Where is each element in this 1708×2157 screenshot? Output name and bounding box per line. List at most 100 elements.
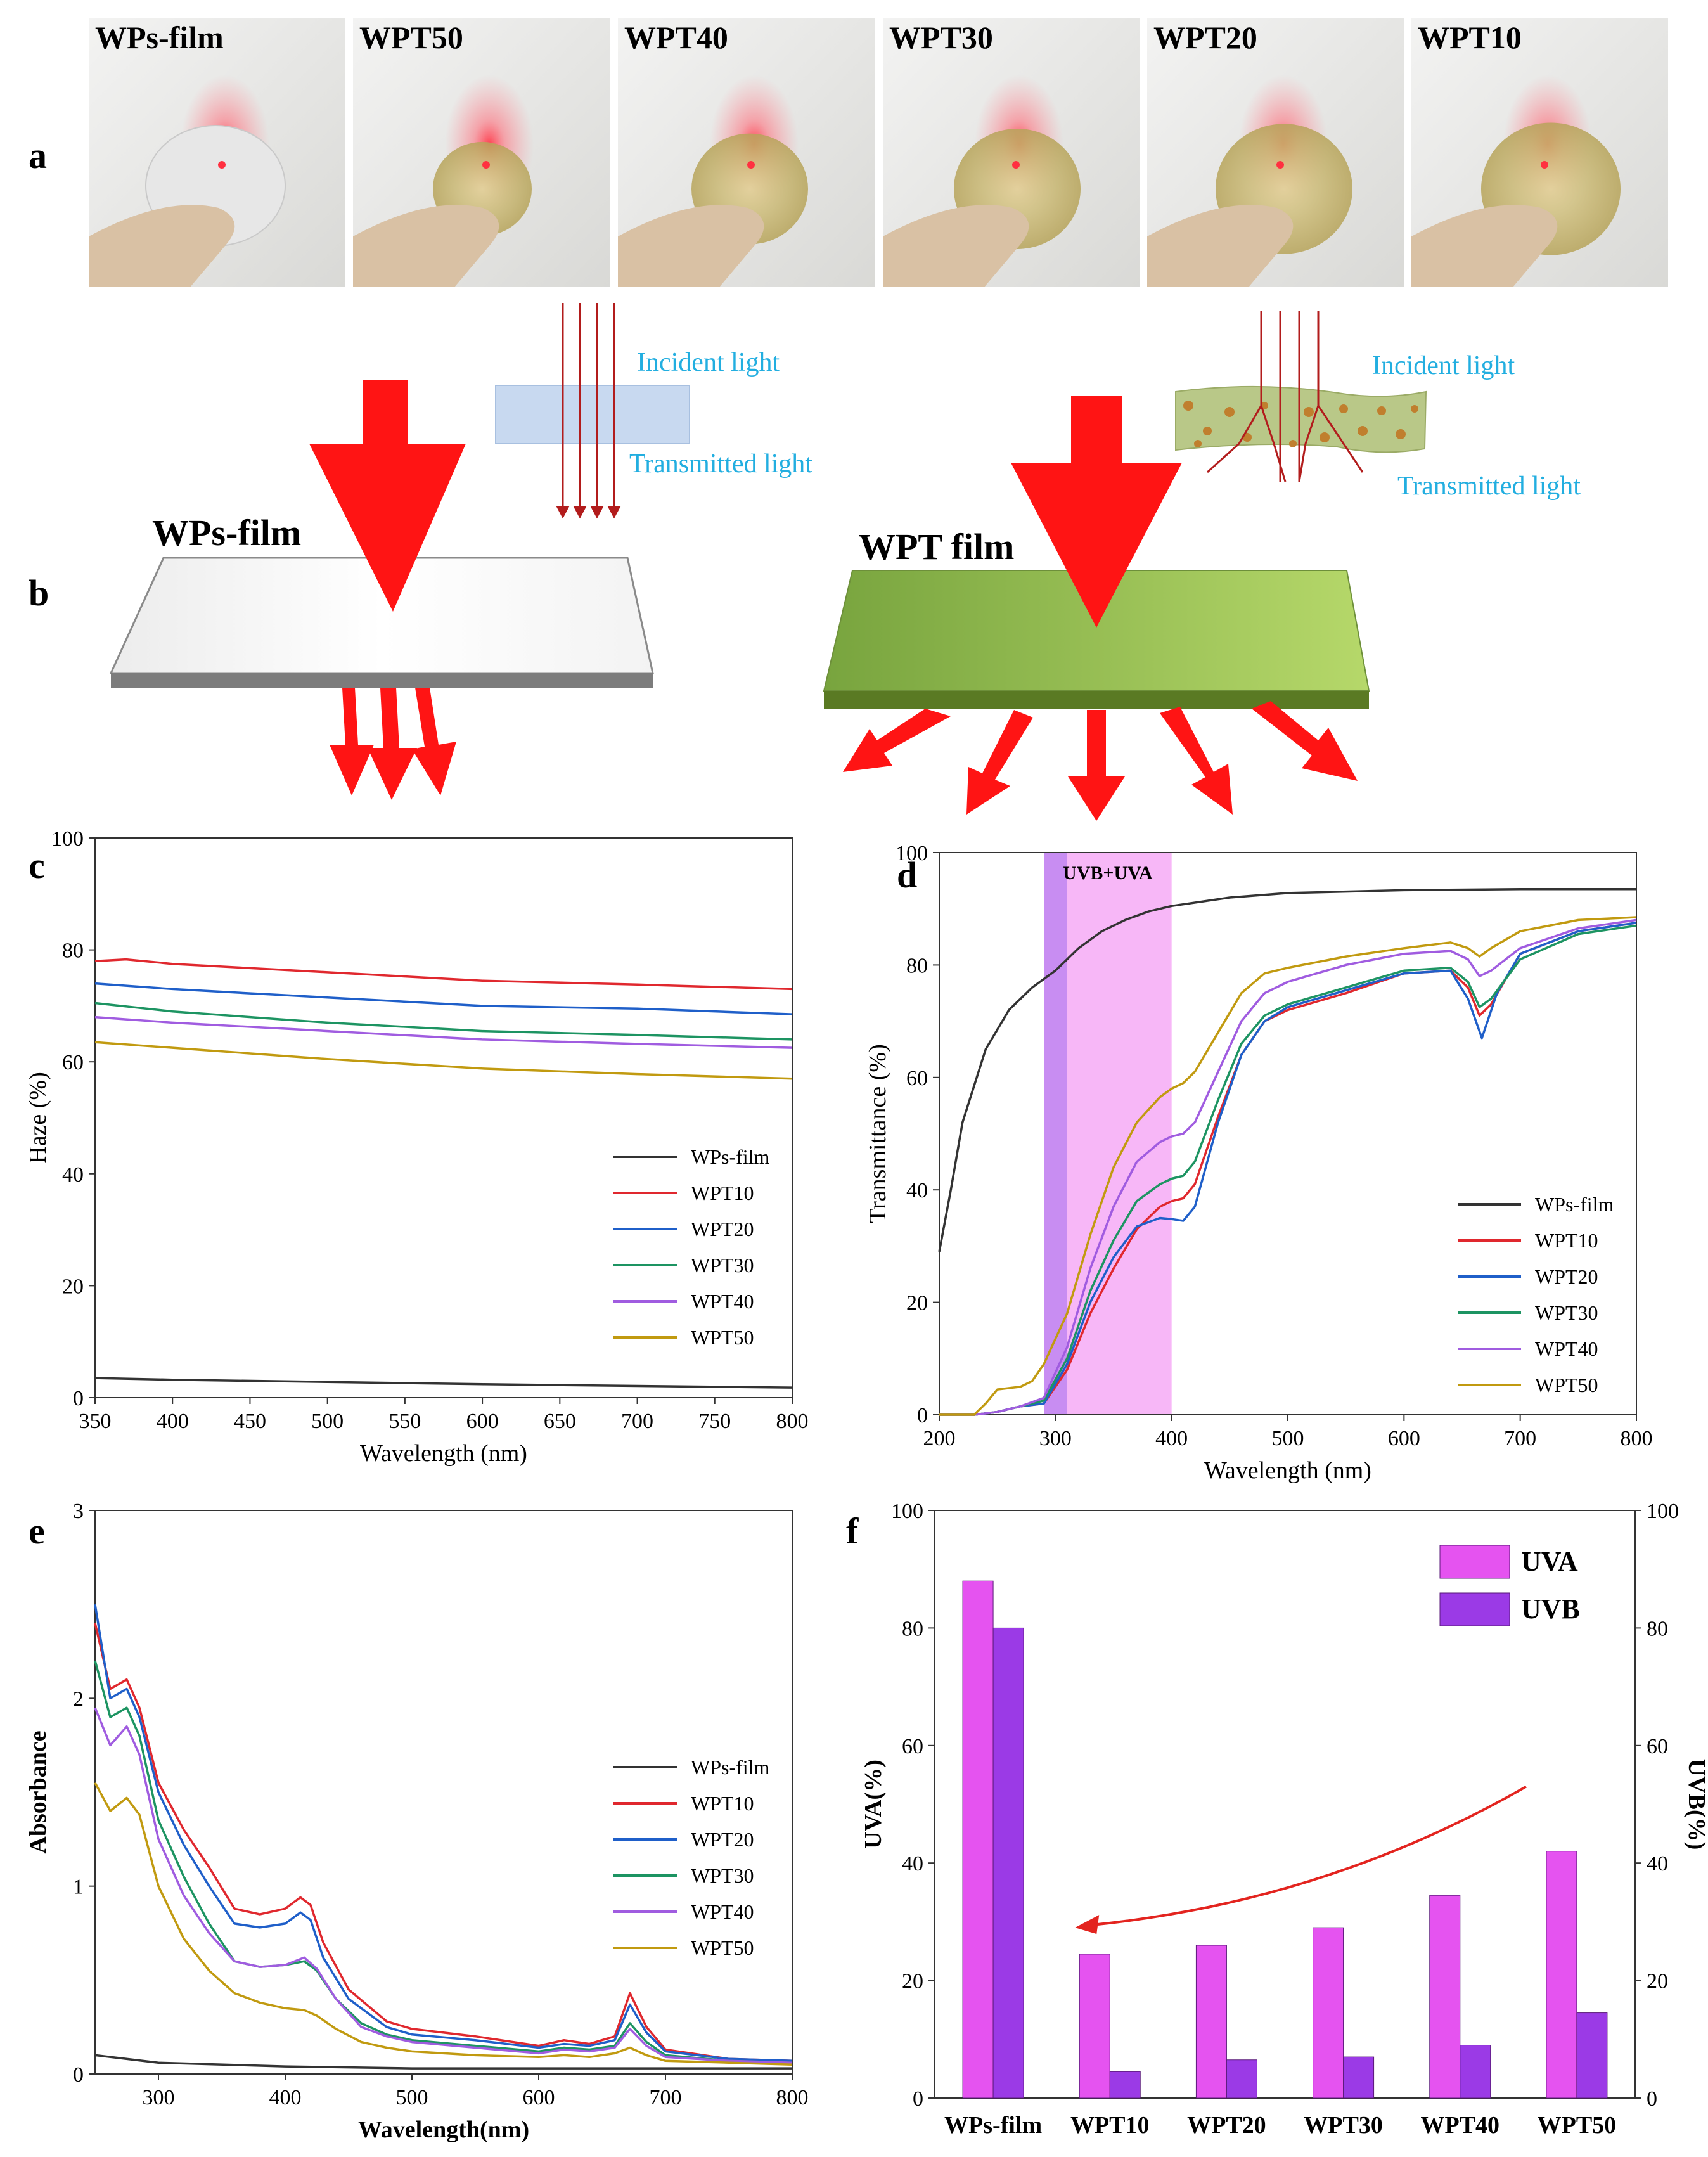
y-tick-label: 100 bbox=[51, 827, 84, 851]
legend-label: UVB bbox=[1521, 1594, 1580, 1625]
gloved-hand bbox=[618, 205, 764, 287]
panel-letter-d: d bbox=[897, 854, 917, 896]
y-tick-label: 0 bbox=[73, 1387, 84, 1410]
band-label: UVB+UVA bbox=[1063, 863, 1153, 884]
x-tick-label: 800 bbox=[776, 2086, 809, 2109]
y-tick-label: 2 bbox=[73, 1687, 84, 1711]
x-tick-label: 800 bbox=[776, 1410, 809, 1433]
x-tick-label: 800 bbox=[1621, 1427, 1653, 1450]
photo-label: WPT30 bbox=[889, 20, 993, 55]
y-tick-label: 0 bbox=[913, 2087, 923, 2111]
series-line-wpt10 bbox=[94, 1623, 793, 2063]
panel-letter-f: f bbox=[846, 1510, 859, 1552]
incident-light-label-1: Incident light bbox=[637, 348, 780, 377]
legend-label: WPT20 bbox=[691, 1218, 754, 1240]
photo-5: WPT10 bbox=[1411, 18, 1668, 287]
x-tick-label: 200 bbox=[923, 1427, 956, 1450]
y2-axis-title: UVB(%) bbox=[1683, 1759, 1708, 1850]
x-tick-label: 500 bbox=[396, 2086, 428, 2109]
y-tick-label: 80 bbox=[906, 954, 928, 977]
y-tick-label: 20 bbox=[906, 1292, 928, 1315]
transmitted-light-label-1: Transmitted light bbox=[629, 449, 812, 479]
gloved-hand bbox=[89, 205, 235, 287]
x-tick-label: 550 bbox=[388, 1410, 421, 1433]
glass-film-schematic: WPs-film bbox=[109, 380, 654, 800]
bar-uvb-wpt20 bbox=[1226, 2059, 1257, 2099]
series-line-wpt30 bbox=[94, 1660, 793, 2064]
y-tick-label: 1 bbox=[73, 1876, 84, 1899]
x-tick-label: 400 bbox=[269, 2086, 302, 2109]
x-tick-label: 750 bbox=[698, 1410, 731, 1433]
series-line-wpt10 bbox=[94, 958, 793, 991]
legend-label: WPT30 bbox=[691, 1254, 754, 1277]
bar-uva-wpt50 bbox=[1546, 1851, 1577, 2099]
legend-label: WPT40 bbox=[691, 1900, 754, 1923]
legend-label: WPs-film bbox=[691, 1145, 770, 1168]
gloved-hand bbox=[1411, 205, 1558, 287]
series-line-wps-film bbox=[94, 1377, 793, 1389]
x-tick-label: 400 bbox=[157, 1410, 189, 1433]
photo-label: WPs-film bbox=[95, 20, 224, 55]
y-tick-label: 20 bbox=[902, 1970, 923, 1993]
y-tick-label: 80 bbox=[62, 939, 84, 963]
wpt-film-edge bbox=[824, 691, 1369, 709]
photo-label: WPT10 bbox=[1418, 20, 1522, 55]
x-tick-label: 600 bbox=[1388, 1427, 1420, 1450]
category-label: WPT50 bbox=[1538, 2112, 1617, 2139]
wpt-inset-slab bbox=[1175, 385, 1427, 453]
y-tick-label: 0 bbox=[917, 1404, 928, 1427]
glass-film-edge bbox=[111, 673, 653, 688]
category-label: WPs-film bbox=[944, 2112, 1042, 2139]
x-axis-title: Wavelength (nm) bbox=[1204, 1457, 1371, 1484]
legend-label: WPT40 bbox=[1535, 1337, 1598, 1360]
incident-arrow-icon bbox=[1011, 396, 1182, 628]
glass-inset-slab bbox=[495, 385, 690, 444]
series-line-wps-film bbox=[94, 2054, 792, 2070]
y-tick-label: 100 bbox=[896, 842, 928, 865]
x-tick-label: 500 bbox=[1272, 1427, 1304, 1450]
legend-label: WPT50 bbox=[691, 1936, 754, 1959]
x-tick-label: 400 bbox=[1155, 1427, 1188, 1450]
x-axis-title: Wavelength (nm) bbox=[360, 1440, 527, 1467]
uv-bar-chart: 0 0 20 20 40 40 60 60 80 80 100 100 WPs-film WPT10 WPT… bbox=[860, 1500, 1708, 2139]
plot-frame bbox=[94, 1510, 793, 2075]
legend-label: WPT50 bbox=[691, 1326, 754, 1349]
series-line-wps-film bbox=[938, 887, 1636, 1252]
x-tick-label: 300 bbox=[1039, 1427, 1072, 1450]
photo-label: WPT50 bbox=[359, 20, 463, 55]
incident-light-label-2: Incident light bbox=[1372, 351, 1515, 380]
glass-film-label: WPs-film bbox=[152, 512, 301, 553]
legend-label: WPT10 bbox=[1535, 1229, 1598, 1252]
legend-label: WPT10 bbox=[691, 1792, 754, 1815]
category-label: WPT40 bbox=[1420, 2112, 1499, 2139]
particle-dots-icon bbox=[1183, 401, 1418, 447]
transmitted-light-label-2: Transmitted light bbox=[1397, 472, 1581, 501]
laser-point-icon bbox=[1276, 161, 1284, 169]
series-line-wpt40 bbox=[939, 918, 1637, 1416]
legend-label: UVA bbox=[1521, 1546, 1578, 1577]
series-line-wpt50 bbox=[94, 1041, 793, 1080]
photo-3: WPT30 bbox=[883, 18, 1140, 287]
legend-swatch bbox=[1439, 1545, 1510, 1579]
trend-arrow-head-icon bbox=[1075, 1915, 1100, 1935]
y2-tick-label: 100 bbox=[1647, 1500, 1679, 1523]
y-tick-label: 60 bbox=[902, 1735, 923, 1758]
transmittance-chart: UVB+UVA 200 300 400 500 600 700 800 0 20 40 60 80 100… bbox=[864, 842, 1653, 1484]
photo-1: WPT50 bbox=[353, 18, 610, 287]
scattered-arrows-icon bbox=[843, 701, 1358, 821]
bar-uvb-wpt10 bbox=[1109, 2071, 1141, 2099]
bar-uvb-wps-film bbox=[992, 1627, 1024, 2099]
gloved-hand bbox=[1147, 205, 1294, 287]
y-tick-label: 20 bbox=[62, 1275, 84, 1298]
gloved-hand bbox=[883, 205, 1029, 287]
legend-label: WPs-film bbox=[1535, 1193, 1614, 1216]
y-axis-title: Absorbance bbox=[25, 1730, 51, 1853]
panel-letter-b: b bbox=[29, 572, 49, 614]
laser-point-icon bbox=[747, 161, 755, 169]
legend-label: WPT10 bbox=[691, 1182, 754, 1204]
y-tick-label: 40 bbox=[62, 1163, 84, 1187]
y2-tick-label: 60 bbox=[1647, 1735, 1668, 1758]
x-tick-label: 650 bbox=[544, 1410, 576, 1433]
y2-tick-label: 80 bbox=[1647, 1617, 1668, 1640]
y-tick-label: 60 bbox=[62, 1051, 84, 1074]
